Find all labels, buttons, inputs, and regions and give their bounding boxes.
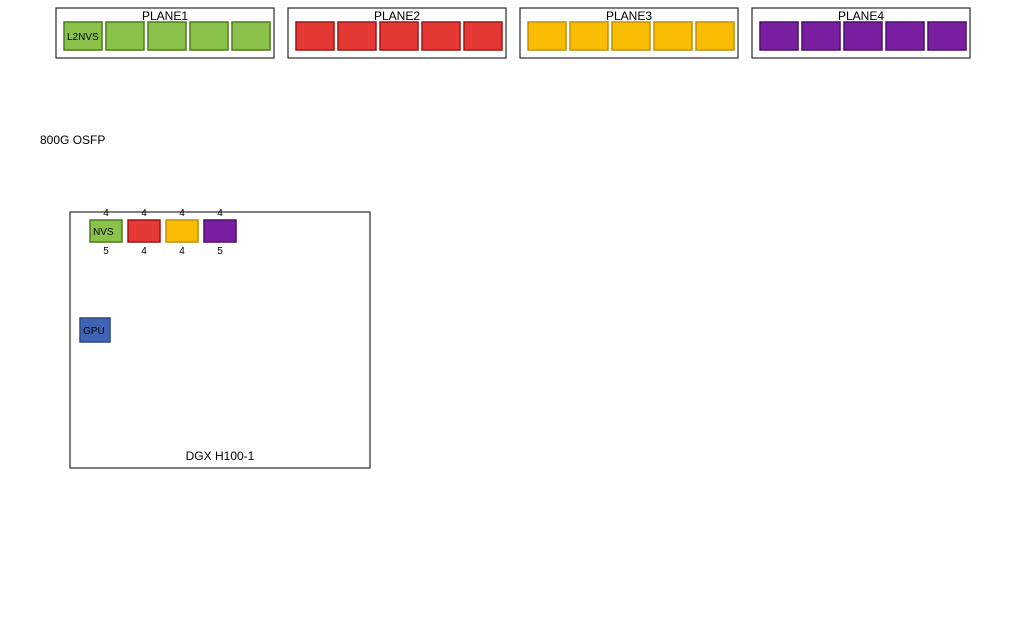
svg-text:4: 4: [141, 246, 147, 257]
svg-text:DGX H100-1: DGX H100-1: [186, 449, 255, 463]
svg-text:800G OSFP: 800G OSFP: [40, 133, 105, 147]
svg-text:NVS: NVS: [93, 227, 114, 238]
svg-text:4: 4: [141, 208, 147, 219]
svg-text:4: 4: [179, 208, 185, 219]
svg-text:4: 4: [217, 208, 223, 219]
svg-text:5: 5: [103, 246, 109, 257]
svg-text:4: 4: [103, 208, 109, 219]
svg-text:GPU: GPU: [83, 326, 105, 337]
svg-text:PLANE2: PLANE2: [374, 9, 420, 23]
svg-text:L2NVS: L2NVS: [67, 32, 99, 43]
svg-text:4: 4: [179, 246, 185, 257]
svg-text:PLANE1: PLANE1: [142, 9, 188, 23]
svg-text:PLANE4: PLANE4: [838, 9, 884, 23]
svg-text:5: 5: [217, 246, 223, 257]
svg-text:PLANE3: PLANE3: [606, 9, 652, 23]
